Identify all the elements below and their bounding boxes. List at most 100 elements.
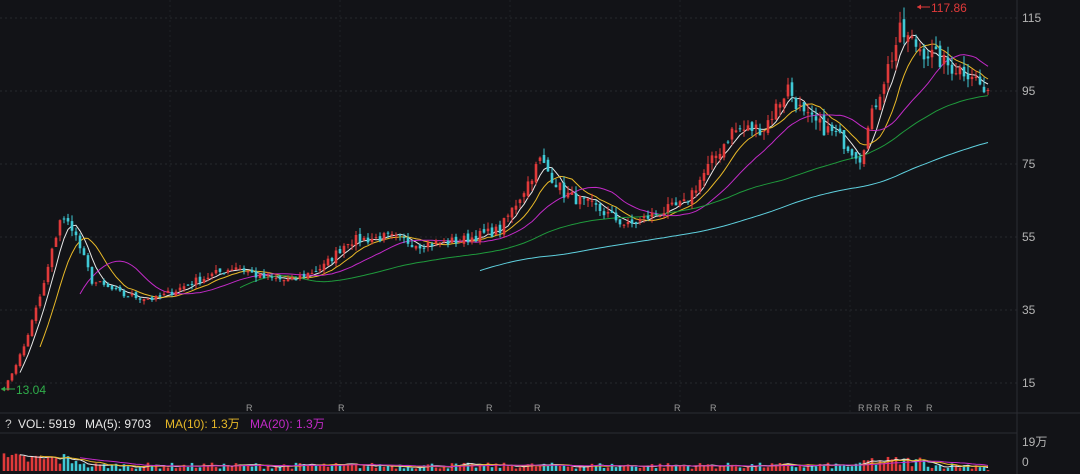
r-marker: R	[858, 403, 865, 413]
candle-body	[674, 202, 678, 206]
candle-body	[386, 232, 390, 234]
volume-bar	[562, 465, 566, 471]
candle-body	[414, 245, 418, 249]
candle-body	[546, 159, 550, 172]
candle-body	[46, 266, 50, 283]
volume-bar	[130, 467, 134, 471]
r-marker: R	[338, 403, 345, 413]
candle-body	[446, 240, 450, 245]
price-axis: 115 95 75 55 35 15	[1022, 11, 1041, 390]
volume-bar	[862, 460, 866, 471]
candle-body	[822, 115, 826, 136]
volume-bar	[570, 466, 574, 471]
volume-bar	[598, 463, 602, 471]
vol-ma20: MA(20): 1.3万	[250, 417, 325, 431]
candle-body	[878, 96, 882, 110]
candle-body	[478, 230, 482, 242]
volume-bar	[250, 466, 254, 471]
candle-body	[826, 126, 830, 133]
volume-bar	[122, 464, 126, 471]
volume-bar	[602, 467, 606, 471]
candle-body	[350, 244, 354, 246]
volume-bar	[686, 465, 690, 471]
candle-body	[126, 296, 130, 298]
volume-bar	[806, 464, 810, 471]
candle-body	[642, 216, 646, 219]
candle-body	[962, 66, 966, 77]
candle-body	[466, 233, 470, 243]
candle-body	[450, 237, 454, 243]
volume-bar	[426, 464, 430, 471]
candle-body	[818, 118, 822, 123]
candle-body	[278, 276, 282, 280]
candle-body	[114, 288, 118, 290]
volume-bars	[2, 453, 990, 472]
candle-body	[206, 277, 210, 280]
candle-body	[742, 129, 746, 131]
volume-bar	[762, 467, 766, 471]
candle-body	[158, 295, 162, 297]
candle-body	[638, 219, 642, 222]
volume-bar	[238, 464, 242, 471]
candle-body	[754, 124, 758, 129]
candle-body	[310, 272, 314, 274]
candle-body	[938, 45, 942, 68]
volume-legend: ? VOL: 5919 MA(5): 9703 MA(10): 1.3万 MA(…	[5, 417, 325, 431]
candle-body	[362, 237, 366, 241]
candle-body	[622, 224, 626, 226]
volume-bar	[70, 463, 74, 471]
candle-body	[734, 130, 738, 133]
volume-bar	[230, 466, 234, 471]
candle-body	[30, 320, 34, 337]
candle-body	[338, 249, 342, 254]
candle-body	[610, 210, 614, 213]
candle-body	[390, 234, 394, 236]
candle-body	[758, 128, 762, 136]
volume-bar	[878, 460, 882, 471]
candle-body	[890, 60, 894, 62]
volume-bar	[626, 464, 630, 471]
volume-bar	[226, 466, 230, 471]
volume-bar	[650, 464, 654, 471]
volume-bar	[786, 463, 790, 471]
candle-body	[498, 224, 502, 233]
candle-body	[90, 266, 94, 284]
candle-body	[94, 282, 98, 284]
candle-body	[150, 297, 154, 301]
volume-bar	[866, 460, 870, 471]
volume-bar	[82, 463, 86, 471]
volume-ma20-line	[79, 457, 989, 468]
volume-bar	[278, 466, 282, 471]
volume-bar	[110, 464, 114, 471]
candle-body	[186, 284, 190, 286]
candle-body	[526, 181, 530, 196]
candle-body	[790, 82, 794, 96]
volume-bar	[498, 467, 502, 471]
volume-bar	[702, 465, 706, 471]
volume-bar	[218, 468, 222, 471]
volume-bar	[2, 453, 6, 471]
candle-body	[918, 49, 922, 52]
candle-body	[986, 89, 990, 91]
volume-bar	[314, 465, 318, 471]
volume-bar	[714, 468, 718, 471]
volume-bar	[198, 467, 202, 471]
volume-bar	[482, 465, 486, 471]
volume-bar	[346, 463, 350, 471]
candle-body	[102, 280, 106, 285]
volume-bar	[414, 468, 418, 471]
help-icon[interactable]: ?	[5, 417, 12, 431]
candle-body	[782, 98, 786, 107]
candle-body	[214, 270, 218, 274]
candle-body	[522, 193, 526, 197]
volume-bar	[62, 454, 66, 471]
volume-bar	[818, 463, 822, 471]
volume-bar	[398, 464, 402, 471]
volume-bar	[306, 465, 310, 471]
volume-bar	[670, 466, 674, 471]
candle-body	[934, 46, 938, 50]
volume-bar	[494, 463, 498, 471]
candle-body	[470, 237, 474, 243]
volume-bar	[850, 466, 854, 471]
r-marker: R	[906, 403, 913, 413]
